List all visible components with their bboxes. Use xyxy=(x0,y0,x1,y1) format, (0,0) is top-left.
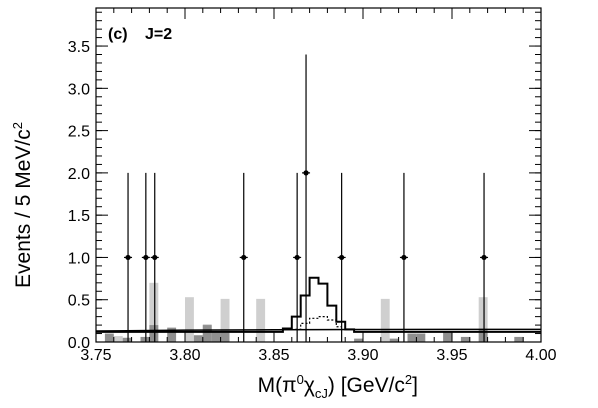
panel-title: J=2 xyxy=(145,26,172,43)
axes-layer: 3.75 3.80 3.85 3.90 3.95 4.00 0.0 0.5 1.0 1.5 2.0 2… xyxy=(68,7,557,364)
dark-histogram-bar xyxy=(407,333,417,342)
light-histogram-bar xyxy=(380,298,390,342)
x-tick-label: 3.95 xyxy=(436,347,467,364)
bars-layer xyxy=(104,282,524,342)
light-histogram-bar xyxy=(478,297,488,342)
dark-histogram-bar xyxy=(167,327,177,342)
lines-layer xyxy=(95,276,541,333)
background-curve-line xyxy=(95,328,541,332)
x-label-prefix: M(π xyxy=(258,374,297,397)
points-layer xyxy=(124,54,489,342)
dark-histogram-bar xyxy=(149,325,159,342)
y-label-sup: 2 xyxy=(10,122,25,129)
data-point-marker xyxy=(294,254,300,261)
dark-histogram-bar xyxy=(104,333,114,342)
x-tick-label: 3.90 xyxy=(347,347,378,364)
panel-label: (c) xyxy=(108,26,128,43)
dark-histogram-bar xyxy=(202,325,212,342)
dark-histogram-bar xyxy=(416,333,426,342)
data-point-marker xyxy=(303,170,309,176)
light-histogram-bar xyxy=(149,282,159,342)
x-label-sup2: 2 xyxy=(405,372,412,387)
y-tick-label: 3.5 xyxy=(68,39,90,56)
y-label-main: Events / 5 MeV/c xyxy=(12,129,35,288)
dark-histogram-bar xyxy=(389,338,399,342)
dark-histogram-bar xyxy=(514,336,524,342)
x-tick-label: 3.75 xyxy=(80,347,111,364)
light-histogram-bar xyxy=(185,297,194,342)
x-axis-label: M(π0χcJ) [GeV/c2] xyxy=(258,372,418,401)
x-tick-label: 3.85 xyxy=(258,347,289,364)
plot-frame xyxy=(95,7,542,343)
dark-histogram-bar xyxy=(354,338,363,342)
x-label-sup1: 0 xyxy=(297,372,304,387)
dark-histogram-bar xyxy=(122,337,132,342)
y-tick-label: 3.0 xyxy=(68,81,90,98)
light-histogram-bar xyxy=(256,298,266,342)
x-label-middle: ) [GeV/c xyxy=(328,374,405,397)
dark-histogram-bar xyxy=(140,336,150,342)
x-label-chi: χ xyxy=(304,374,315,397)
y-tick-label: 1.0 xyxy=(68,250,90,267)
x-label-sub1: cJ xyxy=(315,386,328,401)
y-tick-label: 1.5 xyxy=(68,208,90,225)
dark-histogram-bar xyxy=(443,331,452,342)
data-point-marker xyxy=(401,254,407,261)
data-point-marker xyxy=(481,254,487,261)
dark-histogram-bar xyxy=(478,329,488,342)
y-tick-label: 0.0 xyxy=(68,335,90,352)
y-tick-label: 2.5 xyxy=(68,124,90,141)
data-point-marker xyxy=(125,254,131,261)
fit-curve-line xyxy=(96,276,541,333)
dotted-component-line xyxy=(295,316,342,330)
data-point-marker xyxy=(143,254,149,261)
dark-histogram-bar xyxy=(211,331,221,342)
dark-histogram-bar xyxy=(460,336,470,342)
data-point-marker xyxy=(339,254,345,261)
data-point-marker xyxy=(152,254,158,261)
x-tick-label: 4.00 xyxy=(525,347,556,364)
data-point-marker xyxy=(241,254,247,261)
light-histogram-bar xyxy=(220,298,230,342)
y-tick-label: 0.5 xyxy=(68,293,90,310)
y-axis-label: Events / 5 MeV/c2 xyxy=(10,122,35,288)
dark-histogram-bar xyxy=(193,335,203,342)
x-label-suffix: ] xyxy=(412,374,418,397)
dark-histogram-bar xyxy=(220,332,230,342)
y-tick-label: 2.0 xyxy=(68,166,90,183)
x-tick-label: 3.80 xyxy=(169,347,200,364)
light-histogram-bar xyxy=(113,336,123,342)
